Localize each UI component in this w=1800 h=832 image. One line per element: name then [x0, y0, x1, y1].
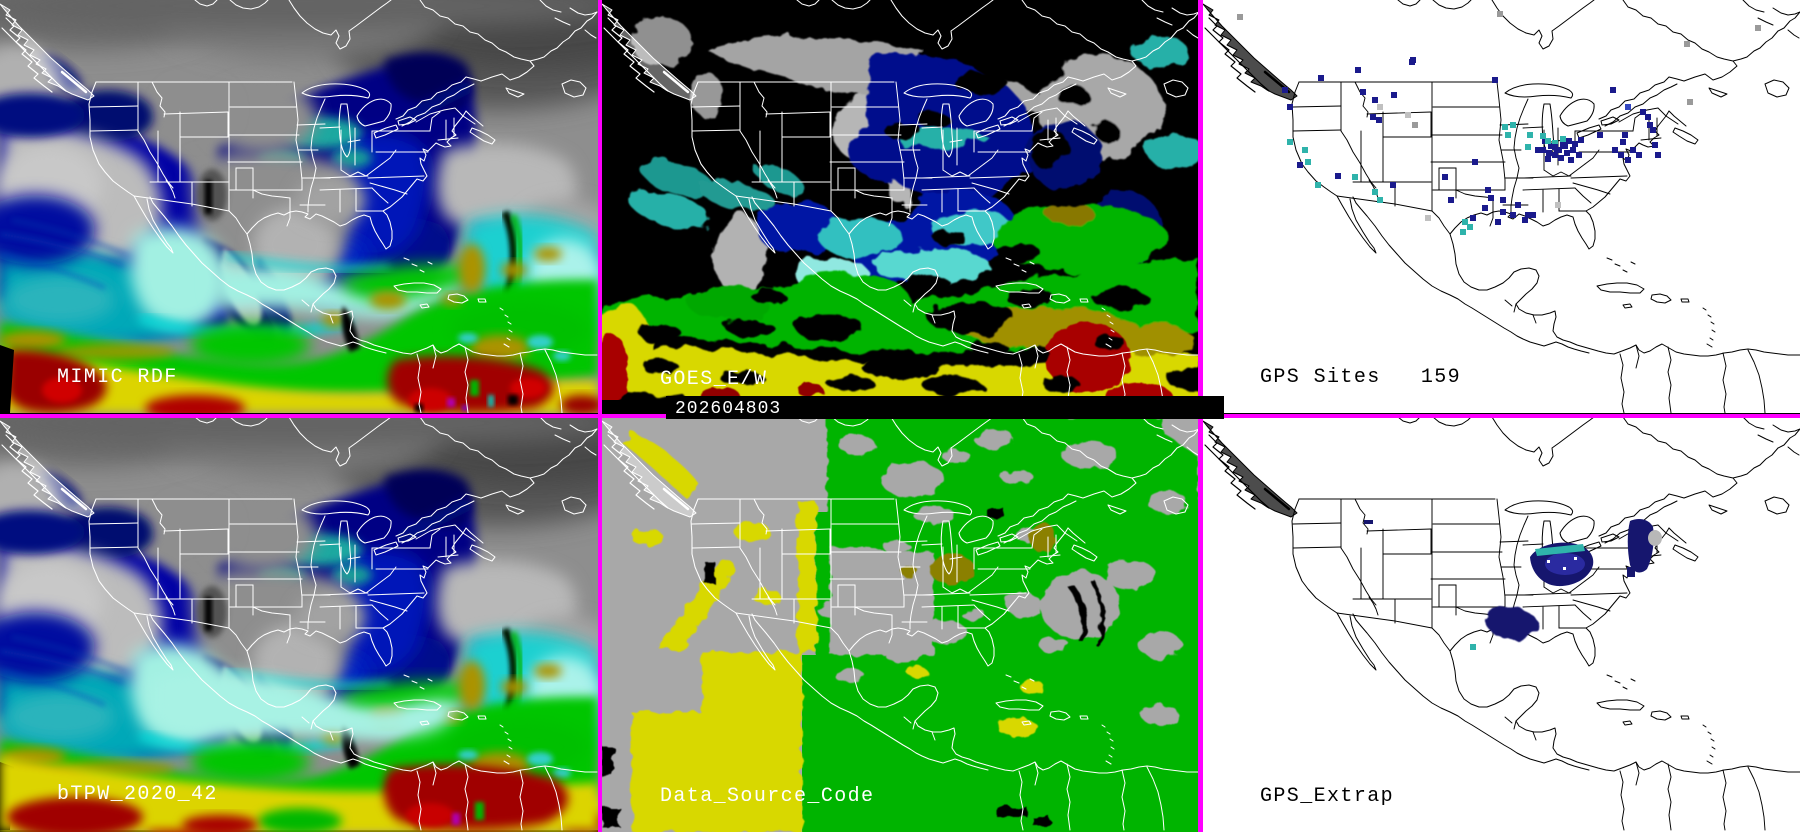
svg-text:202604803: 202604803 [675, 399, 781, 419]
svg-text:Data_Source_Code: Data_Source_Code [660, 785, 874, 808]
svg-text:GPS_Extrap: GPS_Extrap [1260, 785, 1394, 808]
svg-text:GPS Sites 159: GPS Sites 159 [1260, 366, 1461, 389]
svg-text:bTPW_2020_42: bTPW_2020_42 [57, 783, 218, 806]
svg-text:GOES_E/W: GOES_E/W [660, 368, 767, 391]
svg-text:MIMIC RDF: MIMIC RDF [57, 366, 178, 389]
